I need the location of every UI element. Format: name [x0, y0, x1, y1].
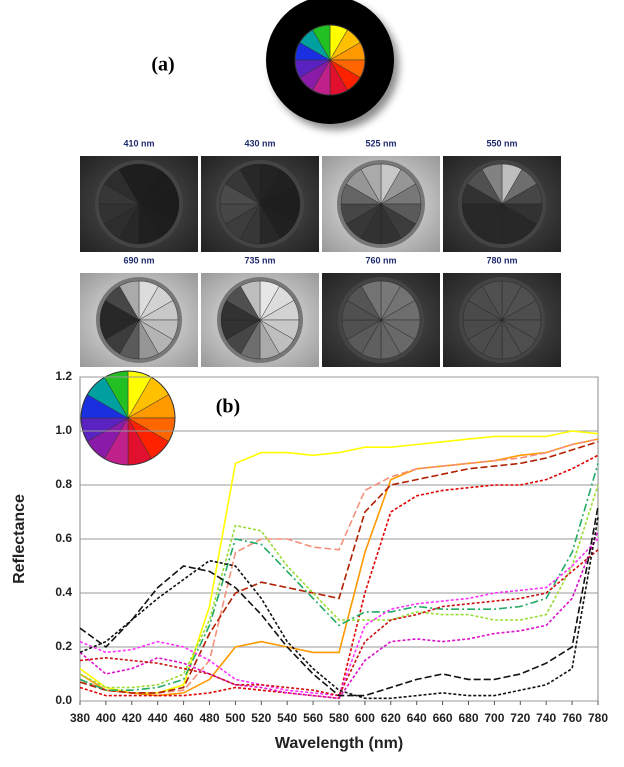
panel-label: (a)	[151, 54, 174, 76]
x-tick-label: 640	[407, 711, 427, 725]
segment	[118, 163, 140, 205]
x-tick-label: 480	[199, 711, 219, 725]
x-tick-label: 580	[329, 711, 349, 725]
x-tick-label: 520	[251, 711, 271, 725]
series-line	[79, 530, 599, 700]
x-tick-label: 460	[174, 711, 194, 725]
x-tick-label: 600	[355, 711, 375, 725]
segment	[239, 163, 261, 205]
wheel-rim	[294, 24, 366, 96]
segment	[360, 163, 382, 205]
x-tick-label: 400	[96, 711, 116, 725]
series-line	[79, 549, 599, 697]
series-line	[79, 441, 599, 694]
wheel-rim	[80, 370, 176, 466]
band-label: 430 nm	[244, 138, 275, 148]
segment	[482, 280, 503, 321]
x-tick-label: 380	[70, 711, 90, 725]
color-wheel	[294, 24, 366, 96]
x-tick-label: 760	[562, 711, 582, 725]
band-label: 780 nm	[486, 255, 517, 265]
segment	[240, 280, 261, 321]
series-line	[79, 517, 599, 700]
x-tick-label: 500	[225, 711, 245, 725]
x-tick-label: 440	[148, 711, 168, 725]
x-tick-label: 720	[510, 711, 530, 725]
band-label: 525 nm	[365, 138, 396, 148]
y-tick-label: 0.4	[55, 585, 72, 599]
x-tick-label: 700	[484, 711, 504, 725]
x-tick-label: 620	[381, 711, 401, 725]
x-tick-label: 680	[458, 711, 478, 725]
y-tick-label: 0.6	[55, 531, 72, 545]
series-line	[79, 438, 599, 694]
x-tick-label: 420	[122, 711, 142, 725]
y-tick-label: 1.0	[55, 423, 72, 437]
x-axis-label: Wavelength (nm)	[275, 735, 403, 752]
color-wheel	[80, 370, 176, 466]
segment	[119, 280, 140, 321]
segment	[481, 163, 503, 205]
y-tick-label: 0.0	[55, 693, 72, 707]
y-tick-label: 0.8	[55, 477, 72, 491]
series-line	[79, 538, 599, 697]
panel-label: (b)	[216, 396, 240, 418]
band-label: 690 nm	[123, 255, 154, 265]
band-label: 550 nm	[486, 138, 517, 148]
x-tick-label: 780	[588, 711, 608, 725]
band-images: 410 nm 430 nm 525 nm 550 nm 690 nm 735 nm 760 …	[80, 138, 561, 367]
segment	[361, 280, 382, 321]
y-axis-label: Reflectance	[11, 494, 28, 584]
band-label: 735 nm	[244, 255, 275, 265]
x-tick-label: 560	[303, 711, 323, 725]
series-line	[79, 484, 599, 689]
band-label: 410 nm	[123, 138, 154, 148]
y-tick-label: 0.2	[55, 639, 72, 653]
x-tick-label: 660	[433, 711, 453, 725]
series-line	[79, 438, 599, 697]
x-tick-label: 740	[536, 711, 556, 725]
x-tick-label: 540	[277, 711, 297, 725]
band-label: 760 nm	[365, 255, 396, 265]
series-line	[79, 506, 599, 697]
series-line	[79, 463, 599, 691]
series-line	[79, 430, 599, 694]
y-tick-label: 1.2	[55, 369, 72, 383]
